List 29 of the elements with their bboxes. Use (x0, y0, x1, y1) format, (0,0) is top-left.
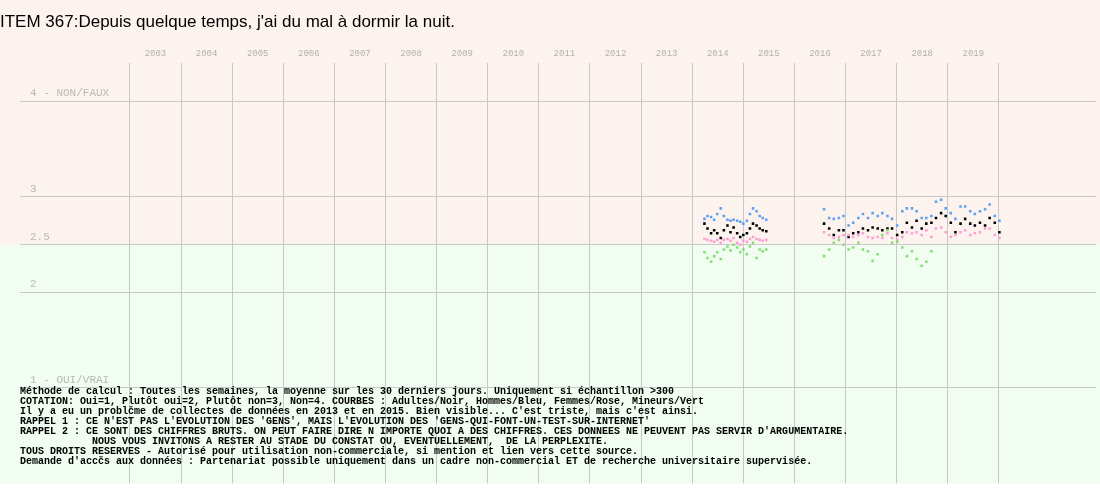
x-tick-label: 2008 (400, 49, 422, 60)
x-tick-label: 2003 (144, 49, 167, 60)
x-tick-label: 2007 (349, 49, 371, 60)
x-tick-label: 2010 (502, 49, 525, 60)
annotation: RAPPEL 1 : CE N'EST PAS L'EVOLUTION DES 'GENS', MAIS L'EVOLUTION DES 'GENS-QUI-FONT-UN-TEST-SUR-INTERNET' (20, 415, 651, 427)
annotation: Il y a eu un problčme de collectes de données en 2013 et en 2015. Bien visible... C'est triste, mais c'est ainsi. (20, 405, 699, 417)
x-tick-label: 2018 (911, 49, 934, 60)
x-tick-label: 2017 (860, 49, 882, 60)
x-tick-label: 2012 (604, 49, 627, 60)
x-tick-label: 2013 (655, 49, 678, 60)
x-tick-label: 2011 (553, 49, 576, 60)
y-tick-label: 2.5 (30, 230, 50, 243)
x-tick-label: 2016 (809, 49, 831, 60)
y-tick-label: 4 - NON/FAUX (30, 87, 110, 100)
x-tick-label: 2014 (706, 49, 729, 60)
annotation: NOUS VOUS INVITONS A RESTER AU STADE DU CONSTAT OU, EVENTUELLEMENT, DE LA PERPLEXITE. (20, 435, 609, 447)
x-tick-label: 2009 (451, 49, 473, 60)
x-tick-label: 2006 (298, 49, 320, 60)
x-tick-label: 2005 (246, 49, 269, 60)
y-tick-label: 2 (30, 278, 37, 291)
chart-title: ITEM 367:Depuis quelque temps, j'ai du mal à dormir la nuit. (0, 11, 455, 31)
x-tick-label: 2015 (758, 49, 780, 60)
annotation: RAPPEL 2 : CE SONT DES CHIFFRES BRUTS. ON PEUT FAIRE DIRE N IMPORTE QUOI A DES CHIFFRES. CES DONNEES NE PEUVENT PAS SERVIR D'ARGUMENTAIRE. (20, 425, 849, 437)
y-tick-label: 1 - OUI/VRAI (30, 373, 110, 386)
x-tick-label: 2004 (195, 49, 218, 60)
annotation: TOUS DROITS RESERVES - Autorisé pour utilisation non-commerciale, si mention et lien vers cette source. (20, 445, 639, 457)
y-tick-label: 3 (30, 182, 37, 195)
annotation: Méthode de calcul : Toutes les semaines, la moyenne sur les 30 derniers jours. Uniquement si échantillon >300 (20, 385, 675, 397)
x-tick-label: 2019 (962, 49, 985, 60)
